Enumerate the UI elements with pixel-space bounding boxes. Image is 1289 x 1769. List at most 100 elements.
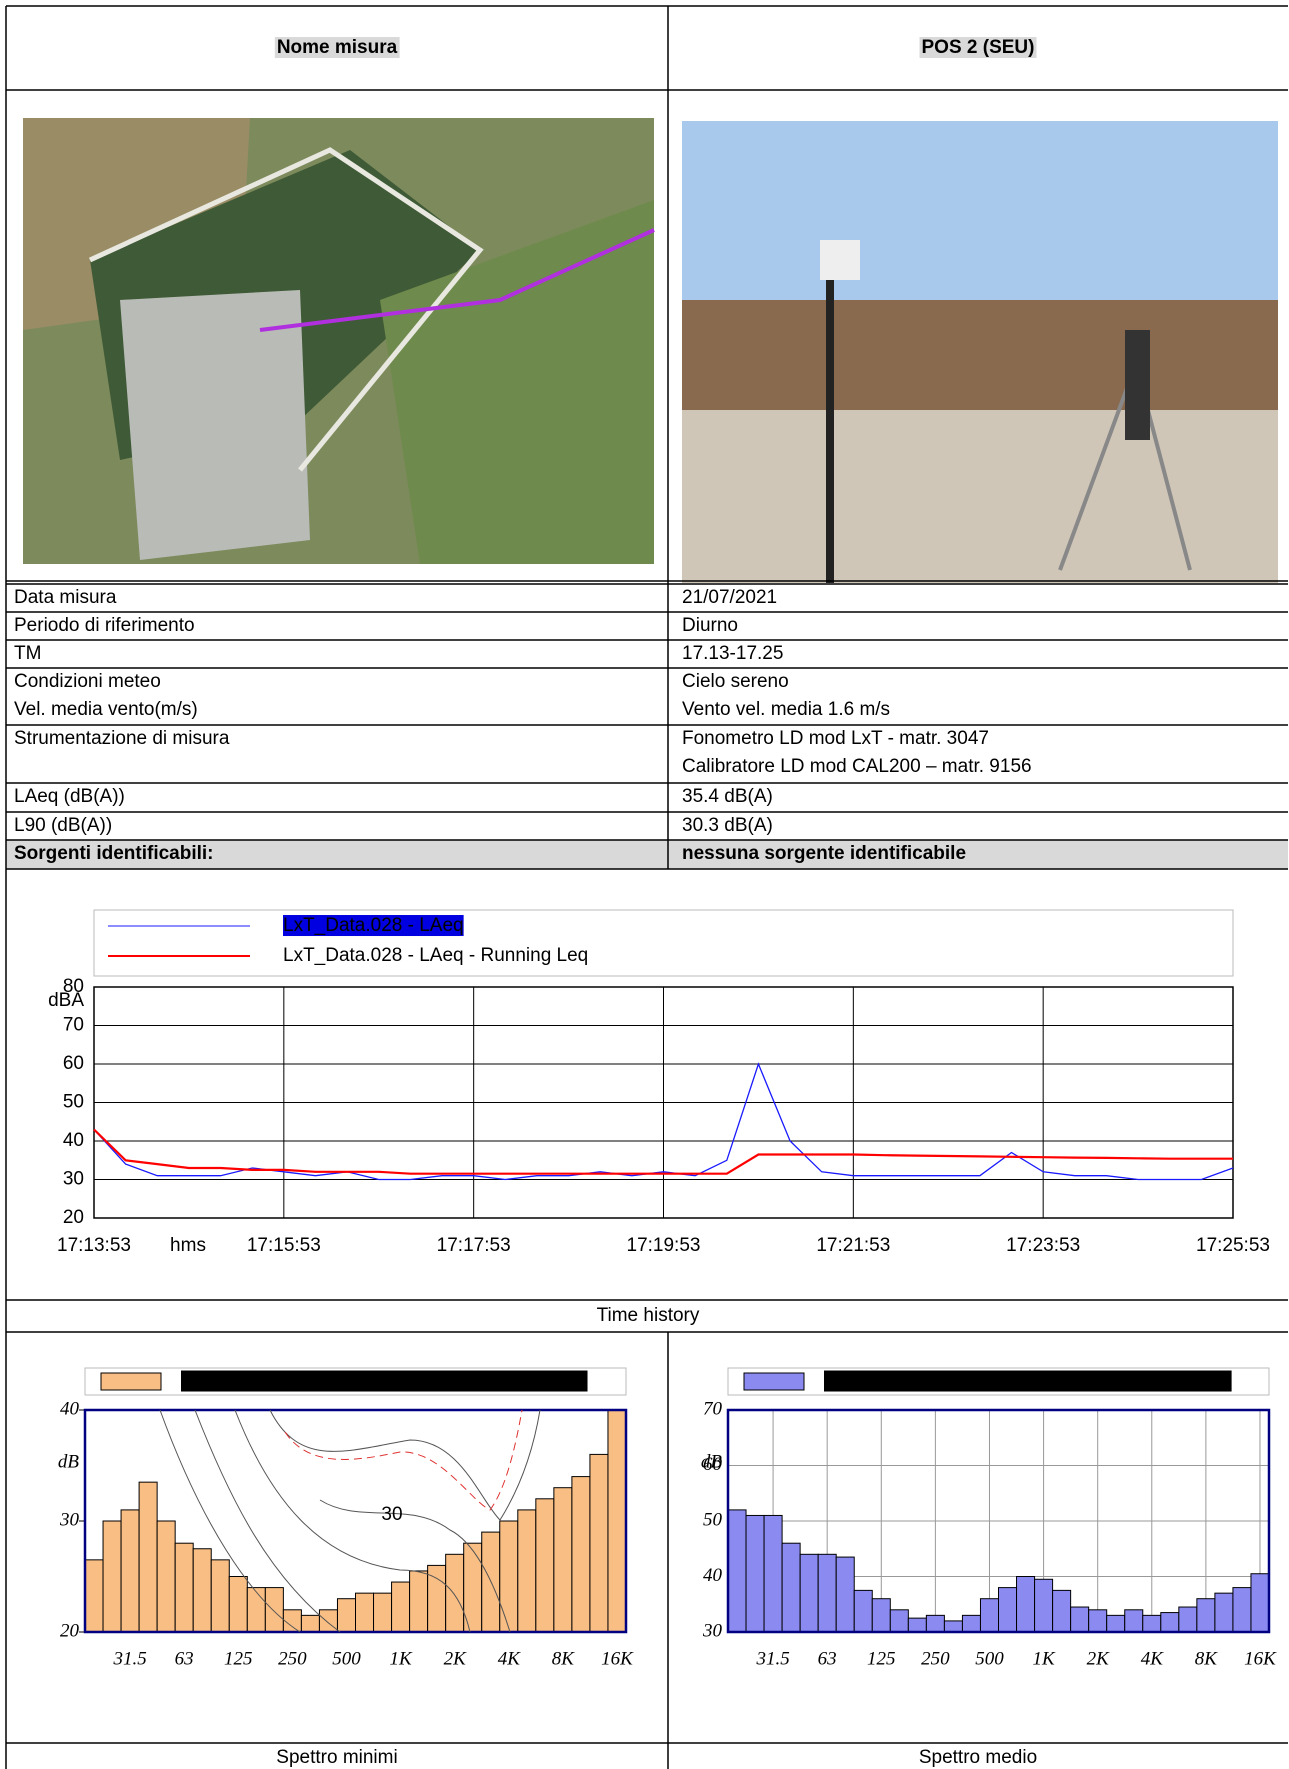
bar [300, 1614, 320, 1633]
y-tick-label: 30 [63, 1169, 84, 1190]
bar [156, 1520, 176, 1633]
legend-highlight [181, 1370, 588, 1392]
y-tick-label: 40 [63, 1130, 84, 1151]
plot-frame [726, 1408, 1271, 1634]
plot-frame [83, 1408, 628, 1634]
bar [553, 1487, 573, 1633]
bar [318, 1609, 338, 1633]
series-line [93, 1128, 1233, 1175]
x-tick-label: 500 [332, 1648, 361, 1669]
row-label: LAeq (dB(A)) [14, 786, 125, 807]
bar [745, 1514, 765, 1633]
x-tick-label: 4K [1141, 1648, 1165, 1669]
y-tick-label: 30 [59, 1509, 80, 1530]
bar [853, 1589, 873, 1633]
x-tick-label: 1K [1032, 1648, 1056, 1669]
x-tick-label: 125 [224, 1648, 253, 1669]
header-cell: POS 2 (SEU) [922, 37, 1035, 58]
bar [799, 1553, 819, 1633]
y-tick-label: 60 [63, 1053, 84, 1074]
bar [589, 1453, 609, 1633]
x-tick-label: 16K [601, 1648, 634, 1669]
bar [607, 1409, 627, 1633]
y-tick-label: 50 [63, 1092, 84, 1113]
y-tick-label: 80 [63, 976, 84, 997]
legend-label: LxT_Data.028 - LAeq [283, 915, 464, 936]
row-label: Strumentazione di misura [14, 728, 230, 749]
legend-swatch [100, 1372, 162, 1391]
bar [1052, 1589, 1072, 1633]
row-value: Vento vel. media 1.6 m/s [682, 699, 890, 720]
x-tick-label: 250 [278, 1648, 307, 1669]
x-tick-label: 17:23:53 [1006, 1235, 1080, 1256]
y-tick-label: 70 [63, 1015, 84, 1036]
row-label: Sorgenti identificabili: [14, 843, 214, 864]
bar [1124, 1609, 1144, 1633]
site-photo [682, 121, 1278, 583]
bar [943, 1620, 963, 1633]
legend-box [93, 909, 1234, 977]
header-cell: Nome misura [277, 37, 398, 58]
bar [1016, 1576, 1036, 1633]
bar [571, 1476, 591, 1633]
row-label: TM [14, 643, 41, 664]
x-tick-label: 2K [444, 1648, 468, 1669]
y-tick-label: 30 [702, 1620, 723, 1641]
legend-label: LxT_Data.028 1/3 Leq Spectrum + SLM Leq … [826, 1371, 1230, 1392]
bar [1196, 1598, 1216, 1633]
x-tick-label: 16K [1244, 1648, 1277, 1669]
row-label: Periodo di riferimento [14, 615, 195, 636]
x-tick-label: 17:15:53 [247, 1235, 321, 1256]
bar [763, 1514, 783, 1633]
row-value: 21/07/2021 [682, 587, 777, 608]
x-tick-label: 31.5 [112, 1648, 146, 1669]
legend-highlight [283, 915, 464, 937]
bar [871, 1598, 891, 1633]
caption: Spettro medio [919, 1747, 1037, 1768]
x-tick-label: 8K [1195, 1648, 1219, 1669]
bar [373, 1592, 393, 1633]
y-tick-label: 70 [703, 1398, 723, 1419]
bar [499, 1520, 519, 1633]
bar [1088, 1609, 1108, 1633]
map-image [23, 118, 655, 564]
y-tick-label: 20 [60, 1620, 80, 1641]
y-tick-label: 50 [703, 1509, 723, 1530]
bar [246, 1587, 266, 1633]
y-tick-label: 40 [60, 1398, 80, 1419]
x-tick-label: 17:21:53 [816, 1235, 890, 1256]
x-tick-label: 500 [975, 1648, 1004, 1669]
row-label: Data misura [14, 587, 117, 608]
caption: Spettro minimi [276, 1747, 397, 1768]
bar [282, 1609, 302, 1633]
legend-label: LxT_Data.028 1/3 Leq Spectrum + SLM Min … [183, 1371, 586, 1392]
bar [535, 1498, 555, 1633]
bar [1160, 1612, 1180, 1633]
y-axis-label: dBA [48, 990, 84, 1011]
bar [1034, 1578, 1054, 1633]
row-value: 35.4 dB(A) [682, 786, 773, 807]
bar [925, 1614, 945, 1633]
row-value: Calibratore LD mod CAL200 – matr. 9156 [682, 756, 1032, 777]
legend-highlight [824, 1370, 1232, 1392]
x-tick-label: 63 [818, 1648, 837, 1669]
bar [264, 1587, 284, 1633]
y-tick-label: 40 [703, 1565, 723, 1586]
bar [1214, 1592, 1234, 1633]
y-axis-label: dB [58, 1452, 80, 1473]
bar [1106, 1614, 1126, 1633]
row-value: Cielo sereno [682, 671, 789, 692]
row-background [6, 840, 1288, 869]
x-tick-label: 17:19:53 [627, 1235, 701, 1256]
bar [889, 1609, 909, 1633]
bar [961, 1614, 981, 1633]
bar [445, 1553, 465, 1633]
bar [1142, 1614, 1162, 1633]
row-label: Condizioni meteo [14, 671, 161, 692]
row-value: nessuna sorgente identificabile [682, 843, 966, 864]
bar [192, 1548, 212, 1633]
bar [409, 1570, 429, 1633]
x-tick-label: 17:17:53 [437, 1235, 511, 1256]
contour-curves [159, 1409, 541, 1633]
